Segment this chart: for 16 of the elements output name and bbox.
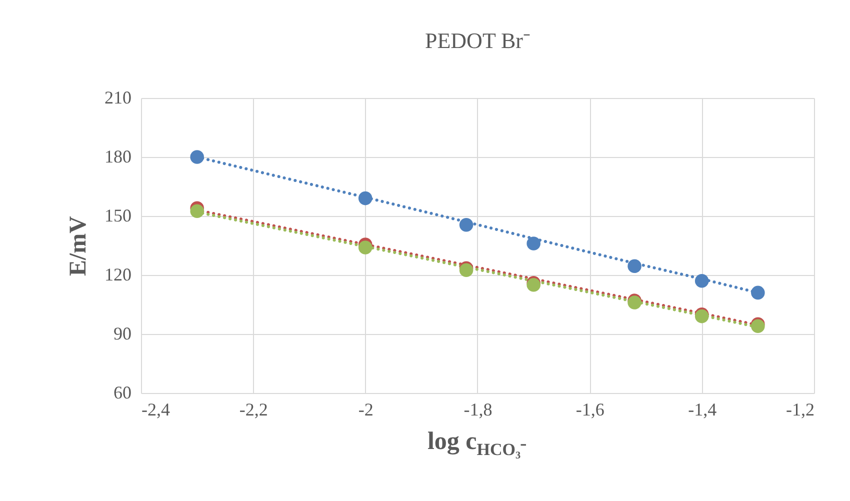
y-tick-label: 60 bbox=[114, 382, 132, 402]
chart-title: PEDOT Br⁻ bbox=[425, 28, 530, 53]
x-tick-label: -2,2 bbox=[239, 400, 268, 420]
x-tick-label: -1,8 bbox=[464, 400, 492, 420]
y-tick-label: 90 bbox=[114, 324, 132, 344]
x-tick-label: -1,6 bbox=[576, 400, 604, 420]
x-tick-label: -2,4 bbox=[142, 400, 170, 420]
y-axis-title: E/mV bbox=[66, 215, 92, 276]
y-tick-label: 180 bbox=[104, 146, 132, 166]
y-tick-label: 150 bbox=[104, 206, 132, 226]
x-tick-label: -1,2 bbox=[786, 400, 814, 420]
y-tick-label: 120 bbox=[104, 264, 132, 284]
x-tick-label: -2 bbox=[358, 400, 374, 420]
y-tick-label: 210 bbox=[104, 88, 132, 108]
x-tick-label: -1,4 bbox=[688, 400, 717, 420]
x-axis-title: log c$_{HCO₃⁻}$ bbox=[426, 428, 528, 460]
